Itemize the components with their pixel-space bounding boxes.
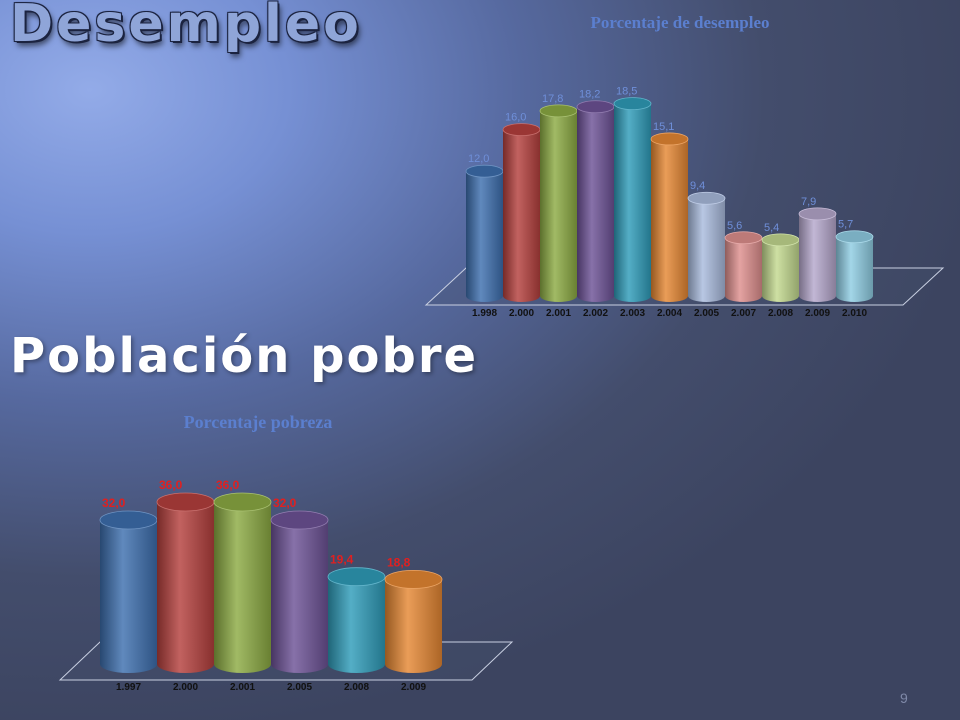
bar-2.004 [650, 132, 689, 302]
data-label: 32,0 [273, 496, 297, 510]
data-label: 15,1 [653, 121, 674, 133]
bar-2.005 [687, 191, 726, 302]
data-label: 32,0 [102, 496, 126, 510]
category-label: 2.007 [731, 308, 756, 319]
bar-2.008 [327, 567, 386, 673]
category-label: 2.001 [230, 682, 255, 693]
bar-2.008 [761, 233, 800, 302]
data-label: 36,0 [159, 478, 183, 492]
category-label: 2.002 [583, 308, 608, 319]
bar-2.010 [835, 230, 874, 302]
category-label: 2.005 [287, 682, 312, 693]
bar-2.005 [270, 510, 329, 673]
bar-2.000 [502, 123, 541, 302]
category-label: 2.008 [768, 308, 793, 319]
bar-1.998 [465, 164, 504, 302]
data-label: 5,6 [727, 220, 742, 232]
slide-title: Desempleo [10, 0, 362, 54]
bar-1.997 [99, 510, 158, 673]
bar-2.002 [576, 100, 615, 302]
chart-title: Porcentaje de desempleo [590, 13, 769, 32]
data-label: 16,0 [505, 112, 526, 124]
category-label: 2.010 [842, 308, 867, 319]
bar-2.009 [384, 570, 443, 673]
slide-subtitle: Población pobre [10, 328, 479, 384]
bar-2.001 [213, 492, 272, 673]
data-label: 18,5 [616, 86, 637, 98]
data-label: 19,4 [330, 553, 354, 567]
category-label: 2.000 [173, 682, 198, 693]
chart-title: Porcentaje pobreza [184, 412, 333, 432]
category-label: 2.004 [657, 308, 682, 319]
page-number: 9 [900, 690, 908, 706]
category-label: 2.005 [694, 308, 719, 319]
category-label: 2.009 [401, 682, 426, 693]
category-label: 2.003 [620, 308, 645, 319]
category-label: 2.000 [509, 308, 534, 319]
bar-2.009 [798, 207, 837, 302]
data-label: 12,0 [468, 153, 489, 165]
bar-2.001 [539, 104, 578, 302]
bar-2.003 [613, 97, 652, 302]
data-label: 5,4 [764, 222, 779, 234]
category-label: 1.998 [472, 308, 497, 319]
data-label: 18,8 [387, 555, 411, 569]
data-label: 18,2 [579, 89, 600, 101]
category-label: 2.008 [344, 682, 369, 693]
category-label: 2.001 [546, 308, 571, 319]
category-label: 1.997 [116, 682, 141, 693]
category-label: 2.009 [805, 308, 830, 319]
bar-2.000 [156, 492, 215, 673]
bar-2.007 [724, 231, 763, 302]
data-label: 7,9 [801, 196, 816, 208]
data-label: 5,7 [838, 219, 853, 231]
data-label: 9,4 [690, 180, 705, 192]
data-label: 17,8 [542, 93, 563, 105]
data-label: 36,0 [216, 478, 240, 492]
